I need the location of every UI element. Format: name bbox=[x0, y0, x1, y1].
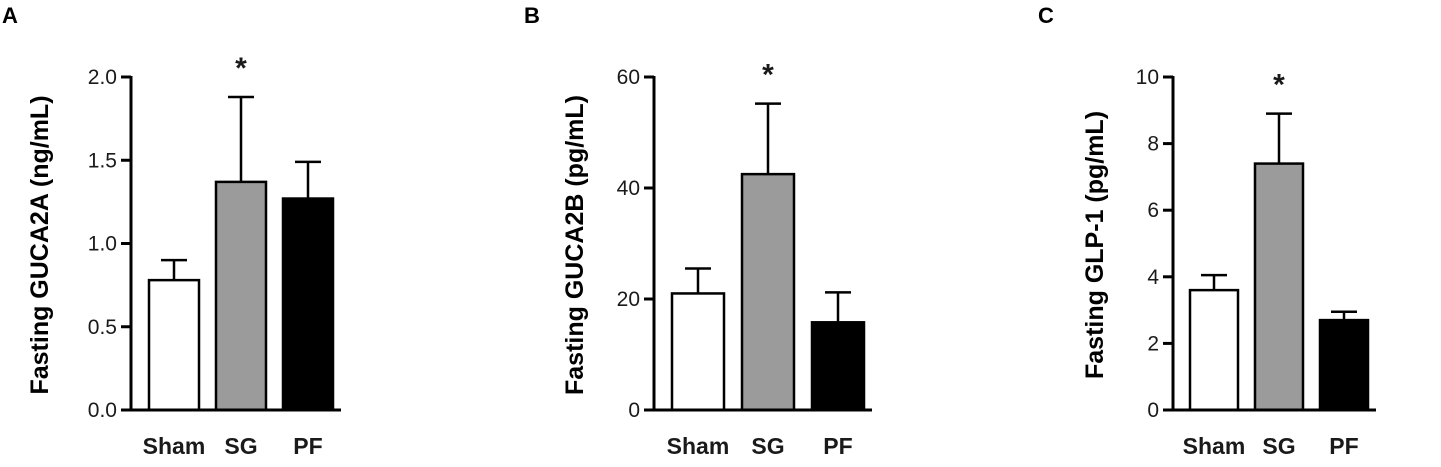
significance-marker-a: * bbox=[235, 52, 247, 85]
bar-a-pf bbox=[281, 197, 335, 412]
bar-b-pf bbox=[810, 321, 866, 412]
y-tick-label-a: 0.5 bbox=[88, 316, 117, 339]
chart-panel-c: C Fasting GLP-1 (pg/mL) 0 2 4 6 8 10 Sham * SG PF bbox=[1038, 3, 1376, 459]
y-tick-label-c: 2 bbox=[1147, 332, 1159, 355]
y-tick-label-c: 6 bbox=[1147, 199, 1159, 222]
panel-letter-c: C bbox=[1038, 3, 1054, 28]
bar-b-sg bbox=[740, 172, 796, 412]
bar-c-pf bbox=[1318, 318, 1370, 412]
bar-a-sham bbox=[147, 278, 201, 412]
category-label-b: PF bbox=[823, 433, 852, 459]
category-label-a: PF bbox=[293, 433, 322, 459]
y-tick-label-c: 10 bbox=[1136, 66, 1159, 89]
y-tick-label-a: 2.0 bbox=[88, 66, 117, 89]
y-tick-label-b: 60 bbox=[617, 66, 640, 89]
chart-panel-a: A Fasting GUCA2A (ng/mL) 0.0 0.5 1.0 1.5 2.0… bbox=[2, 3, 341, 459]
category-label-c: SG bbox=[1262, 433, 1295, 459]
y-tick-label-b: 20 bbox=[617, 288, 640, 311]
category-label-a: Sham bbox=[143, 433, 206, 459]
bar-c-sg bbox=[1253, 162, 1305, 412]
y-tick-label-a: 0.0 bbox=[88, 399, 117, 422]
y-axis-label-c: Fasting GLP-1 (pg/mL) bbox=[1081, 111, 1109, 379]
category-label-a: SG bbox=[224, 433, 257, 459]
y-tick-label-a: 1.5 bbox=[88, 149, 117, 172]
significance-marker-c: * bbox=[1273, 69, 1285, 102]
panel-letter-b: B bbox=[524, 3, 540, 28]
y-tick-label-c: 0 bbox=[1147, 399, 1159, 422]
chart-panel-b: B Fasting GUCA2B (pg/mL) 0 20 40 60 Sham * SG P… bbox=[524, 3, 872, 459]
category-label-c: PF bbox=[1329, 433, 1358, 459]
bar-c-sham bbox=[1188, 288, 1240, 412]
y-tick-label-b: 0 bbox=[628, 399, 640, 422]
y-axis-label-a: Fasting GUCA2A (ng/mL) bbox=[26, 95, 54, 394]
category-label-c: Sham bbox=[1183, 433, 1246, 459]
y-tick-label-c: 8 bbox=[1147, 133, 1159, 156]
significance-marker-b: * bbox=[762, 59, 774, 92]
panel-letter-a: A bbox=[2, 3, 18, 28]
category-label-b: SG bbox=[751, 433, 784, 459]
bar-a-sg bbox=[214, 180, 268, 412]
y-tick-label-a: 1.0 bbox=[88, 233, 117, 256]
y-axis-label-b: Fasting GUCA2B (pg/mL) bbox=[561, 95, 589, 395]
y-tick-label-b: 40 bbox=[617, 177, 640, 200]
bar-b-sham bbox=[670, 292, 726, 412]
y-tick-label-c: 4 bbox=[1147, 266, 1159, 289]
category-label-b: Sham bbox=[667, 433, 730, 459]
